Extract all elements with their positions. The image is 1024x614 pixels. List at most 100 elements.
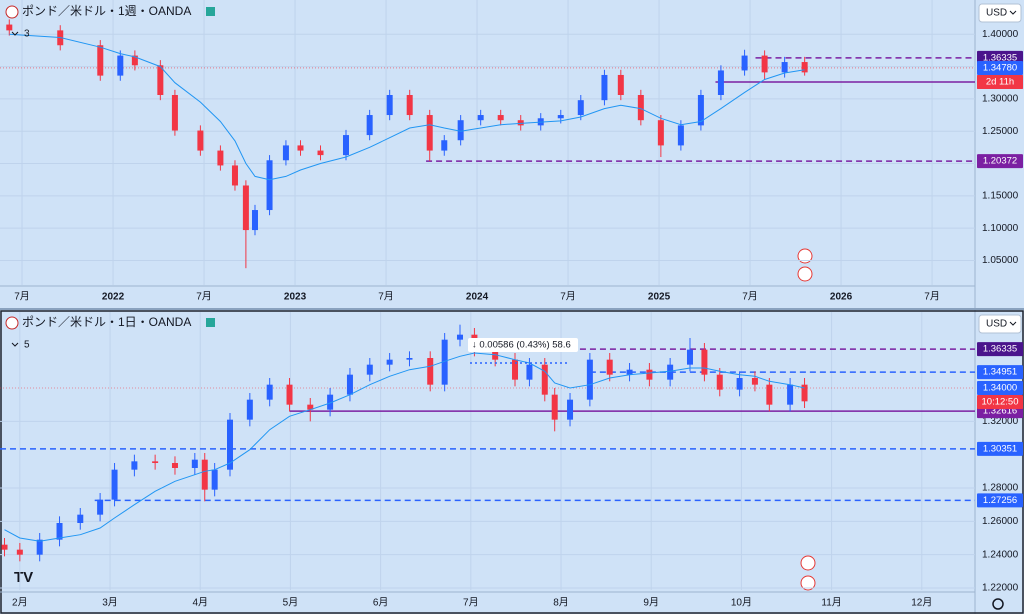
candle-body: [787, 384, 794, 405]
candle-body: [667, 364, 674, 380]
candle-body: [282, 145, 289, 161]
event-flag[interactable]: [800, 555, 816, 571]
candle-body: [577, 100, 584, 116]
x-tick-label: 2月: [12, 597, 28, 609]
y-tick-label: 1.30000: [982, 94, 1019, 105]
x-tick-label: 7月: [463, 597, 479, 609]
price-label: 1.32616: [983, 406, 1017, 417]
candle-body: [657, 120, 664, 146]
candle-body: [191, 459, 198, 468]
candle-body: [801, 384, 808, 402]
candle-body: [366, 115, 373, 136]
candle-body: [801, 62, 808, 73]
collapse-icon[interactable]: [11, 31, 19, 36]
x-tick-label: 10月: [731, 597, 752, 609]
candle-body: [781, 62, 788, 73]
candle-body: [766, 384, 773, 405]
candle-body: [426, 115, 433, 151]
countdown-bg: [977, 395, 1023, 409]
x-tick-label: 11月: [821, 597, 841, 609]
status-icon: [206, 318, 215, 327]
candle-body: [197, 130, 204, 151]
collapse-icon[interactable]: [11, 342, 19, 347]
logo: TV: [14, 569, 33, 586]
candle-body: [226, 419, 233, 470]
candle-body: [427, 358, 434, 385]
status-icon: [206, 7, 215, 16]
y-tick-label: 1.15000: [982, 190, 1019, 201]
candle-body: [211, 469, 218, 490]
x-tick-label: 3月: [102, 597, 118, 609]
candle-body: [97, 499, 104, 515]
candle-body: [457, 120, 464, 141]
chart-title: ポンド／米ドル・1日・OANDA: [22, 315, 191, 329]
x-tick-label: 9月: [643, 597, 659, 609]
chart-title: ポンド／米ドル・1週・OANDA: [22, 4, 191, 18]
candle-body: [317, 150, 324, 156]
candle-body: [366, 364, 373, 375]
candle-body: [307, 404, 314, 410]
candle-body: [456, 334, 463, 340]
candle-body: [97, 45, 104, 76]
candle-body: [717, 70, 724, 95]
candle-body: [386, 359, 393, 365]
y-tick-label: 1.25000: [982, 126, 1019, 137]
event-flag[interactable]: [797, 266, 813, 282]
candle-body: [117, 55, 124, 76]
countdown-bg: [977, 74, 1023, 89]
event-flag[interactable]: [797, 248, 813, 264]
price-label: 1.20372: [983, 156, 1017, 167]
candle-body: [736, 378, 743, 390]
x-tick-label: 2023: [284, 292, 307, 303]
event-flag[interactable]: [800, 575, 816, 591]
candle-body: [751, 378, 758, 385]
candle-body: [637, 95, 644, 121]
x-tick-label: 12月: [911, 597, 932, 609]
price-label: 1.27256: [983, 495, 1017, 506]
candle-body: [541, 364, 548, 395]
candle-body: [677, 125, 684, 146]
last-price-label: 1.34000: [983, 383, 1017, 394]
last-price-bg: [977, 381, 1023, 395]
candle-body: [646, 369, 653, 380]
y-tick-label: 1.32000: [982, 416, 1019, 427]
x-tick-label: 2024: [466, 292, 489, 303]
candle-body: [16, 549, 23, 555]
candle-body: [346, 374, 353, 395]
currency-button[interactable]: [978, 3, 1022, 23]
moving-average: [4, 352, 805, 542]
candle-body: [36, 539, 43, 555]
currency-chevron: [1009, 10, 1017, 15]
candle-body: [56, 523, 63, 540]
y-tick-label: 1.26000: [982, 516, 1019, 527]
candle-body: [551, 394, 558, 420]
settings-icon[interactable]: [992, 598, 1004, 610]
currency-button[interactable]: [978, 314, 1022, 334]
y-tick-label: 1.22000: [982, 583, 1019, 594]
price-label-bg: [977, 365, 1023, 380]
candle-body: [201, 459, 208, 490]
y-tick-label: 1.40000: [982, 29, 1019, 40]
symbol-icon: [5, 5, 19, 19]
candle-body: [517, 120, 524, 126]
indicator-label: 5: [24, 340, 30, 351]
candle-body: [701, 349, 708, 375]
candle-body: [131, 461, 138, 470]
x-tick-label: 7月: [378, 291, 394, 303]
candle-body: [246, 399, 253, 420]
price-label: 1.34951: [983, 367, 1017, 378]
candle-body: [1, 544, 8, 550]
indicator-label: 3: [24, 29, 30, 40]
x-tick-label: 7月: [742, 291, 758, 303]
candle-body: [716, 374, 723, 390]
candle-body: [477, 115, 484, 121]
candle-body: [567, 399, 574, 420]
candle-body: [686, 349, 693, 365]
candle-body: [406, 95, 413, 116]
candle-body: [617, 74, 624, 95]
candle-body: [697, 95, 704, 126]
x-tick-label: 6月: [373, 597, 389, 609]
candle-body: [557, 115, 564, 119]
